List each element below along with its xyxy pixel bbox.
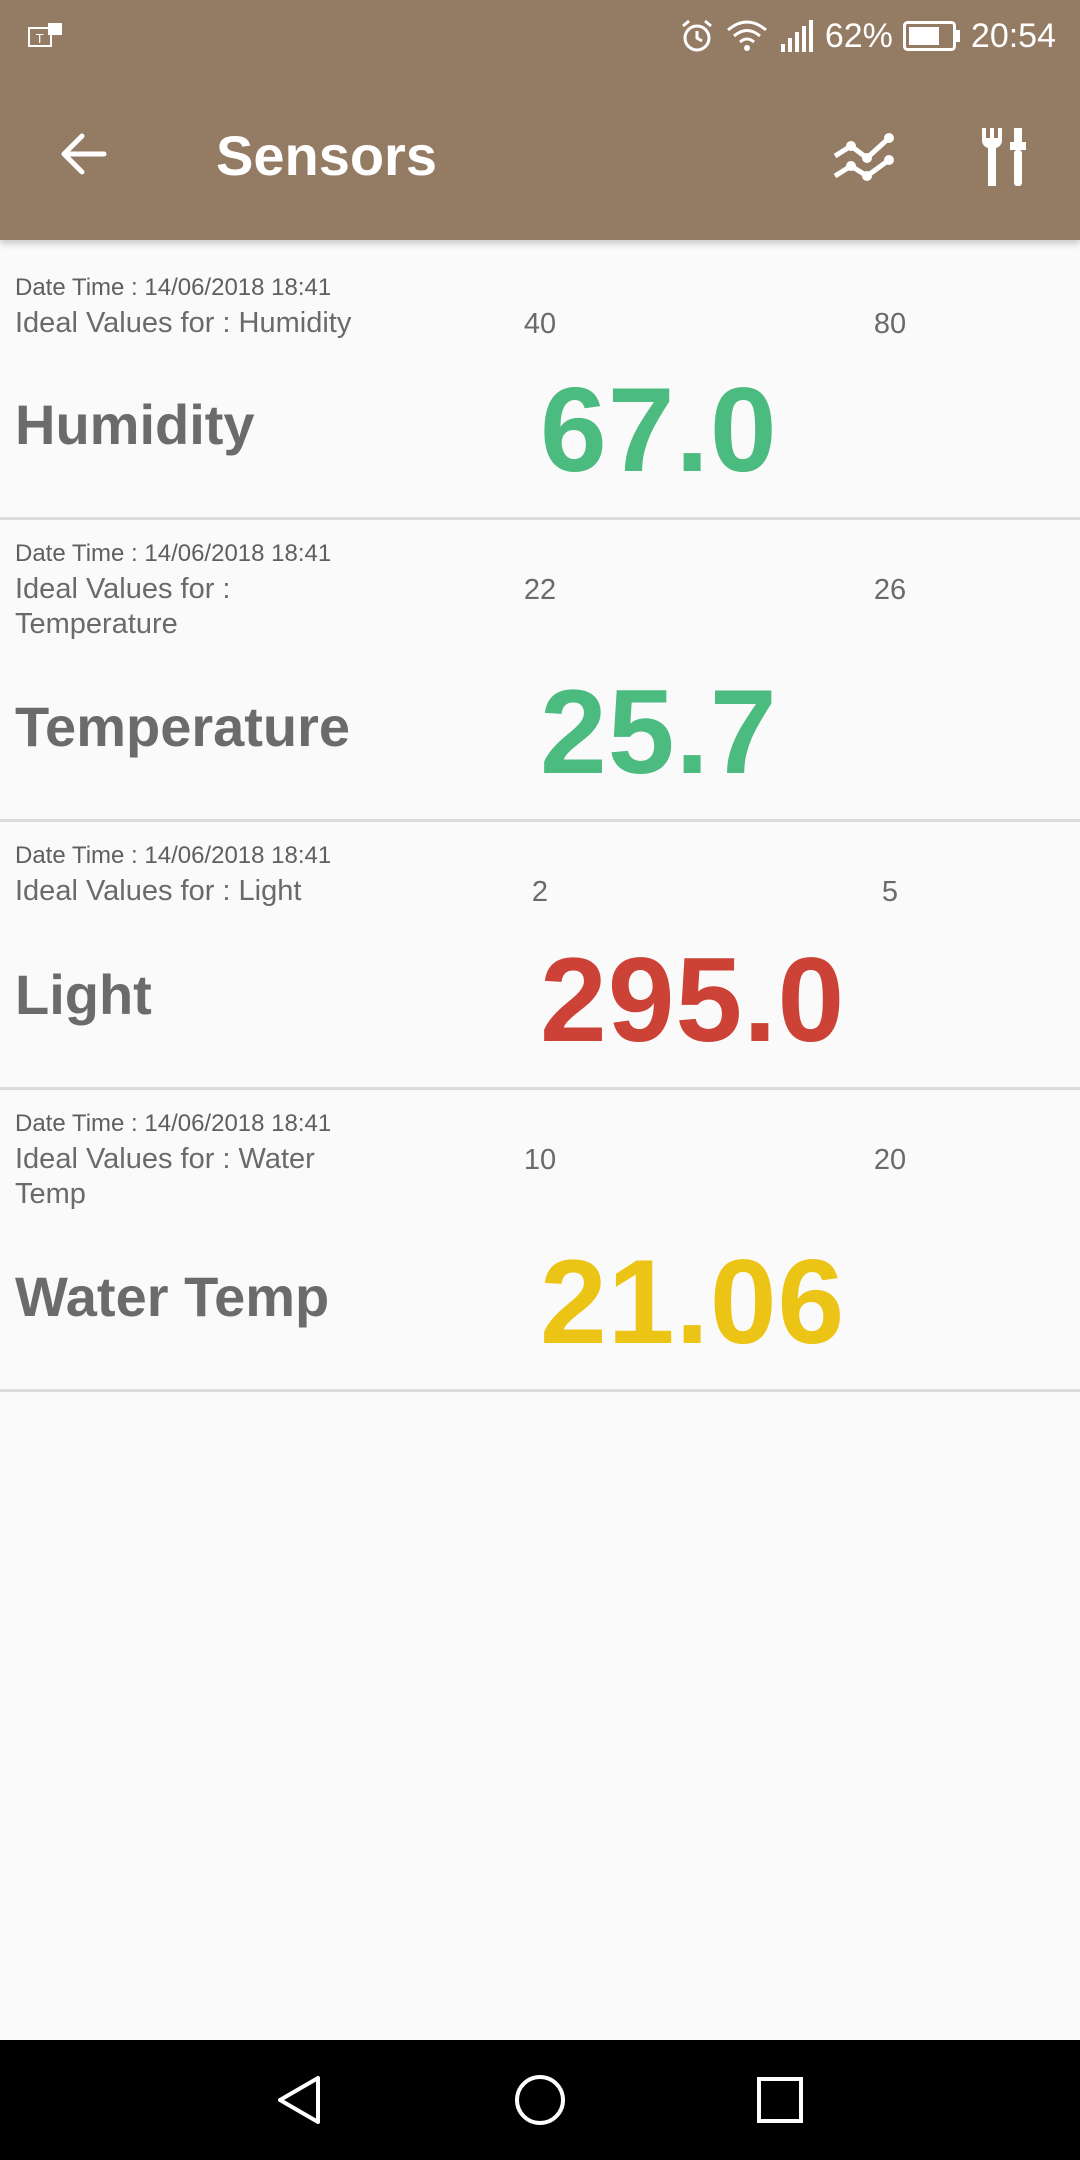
recents-square-icon — [757, 2077, 803, 2123]
sensor-card-temperature[interactable]: Date Time : 14/06/2018 18:41 Ideal Value… — [0, 520, 1080, 822]
sensor-ideal-max: 20 — [873, 1144, 907, 1176]
sensor-ideal-label: Ideal Values for : Light — [15, 875, 302, 907]
sensor-card-humidity[interactable]: Date Time : 14/06/2018 18:41 Ideal Value… — [0, 240, 1080, 520]
arrow-left-icon — [61, 133, 107, 175]
sensor-value: 25.7 — [540, 665, 778, 799]
wifi-icon — [725, 18, 769, 54]
signal-icon — [779, 20, 815, 52]
tools-icon — [982, 128, 1026, 186]
line-chart-icon — [833, 133, 894, 181]
sensor-name: Water Temp — [15, 1265, 330, 1328]
sensor-ideal-min: 40 — [523, 308, 557, 340]
sensor-ideal-label: Ideal Values for : Humidity — [15, 307, 352, 339]
sensor-value: 21.06 — [540, 1235, 846, 1369]
back-triangle-icon — [278, 2076, 320, 2124]
sensor-name: Temperature — [15, 695, 351, 758]
sensor-ideal-min: 22 — [523, 574, 557, 606]
sensor-card-light[interactable]: Date Time : 14/06/2018 18:41 Ideal Value… — [0, 822, 1080, 1090]
sensor-value: 67.0 — [540, 363, 778, 497]
back-button[interactable] — [48, 118, 120, 190]
sensor-ideal-max: 26 — [873, 574, 907, 606]
battery-icon — [902, 21, 961, 51]
status-right: 62% 20:54 — [679, 14, 1056, 58]
sensor-name: Light — [15, 963, 152, 1026]
sensor-value: 295.0 — [540, 933, 846, 1067]
navigation-bar — [0, 2040, 1080, 2160]
page-title: Sensors — [216, 124, 437, 187]
notification-icon: T — [28, 22, 64, 48]
sensor-list: Date Time : 14/06/2018 18:41 Ideal Value… — [0, 240, 1080, 1392]
chart-button[interactable] — [824, 118, 904, 198]
sensor-datetime: Date Time : 14/06/2018 18:41 — [15, 540, 332, 567]
sensor-ideal-min: 10 — [523, 1144, 557, 1176]
sensor-ideal-label: Ideal Values for : Water Temp — [15, 1143, 315, 1210]
nav-back-button[interactable] — [264, 2064, 336, 2136]
sensor-datetime: Date Time : 14/06/2018 18:41 — [15, 1110, 332, 1137]
nav-home-button[interactable] — [504, 2064, 576, 2136]
sensor-ideal-label: Ideal Values for : Temperature — [15, 573, 231, 640]
app-bar: T — [0, 0, 1080, 240]
svg-text:T: T — [35, 32, 44, 46]
battery-percent: 62% — [824, 16, 893, 55]
status-bar: T — [0, 0, 1080, 72]
clock-time: 20:54 — [970, 16, 1056, 55]
alarm-icon — [679, 18, 715, 54]
sensor-ideal-min: 2 — [531, 876, 549, 908]
nav-recents-button[interactable] — [744, 2064, 816, 2136]
sensor-card-water-temp[interactable]: Date Time : 14/06/2018 18:41 Ideal Value… — [0, 1090, 1080, 1392]
sensor-ideal-max: 80 — [873, 308, 907, 340]
sensor-name: Humidity — [15, 393, 255, 456]
sensor-ideal-max: 5 — [881, 876, 899, 908]
home-circle-icon — [515, 2075, 565, 2125]
sensor-datetime: Date Time : 14/06/2018 18:41 — [15, 274, 332, 301]
settings-button[interactable] — [964, 118, 1044, 198]
sensor-datetime: Date Time : 14/06/2018 18:41 — [15, 842, 332, 869]
